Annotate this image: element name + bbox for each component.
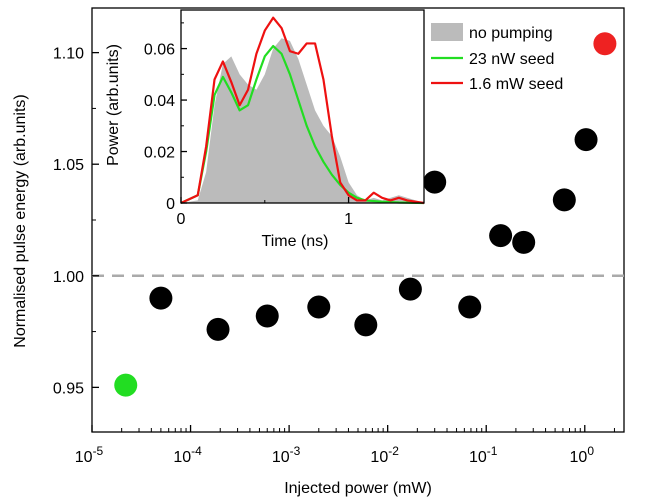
inset-x-axis-label: Time (ns)	[262, 233, 329, 250]
main-y-ticks: 0.95 1.00 1.05 1.10	[53, 46, 99, 397]
data-point	[593, 32, 617, 56]
main-x-tick-label: 10-5	[75, 444, 104, 466]
data-point	[512, 230, 536, 254]
series-line	[180, 44, 425, 205]
inset-plot-frame	[180, 9, 425, 204]
inset-line-series	[180, 16, 425, 205]
main-x-tick-label: 10-3	[272, 444, 301, 466]
main-x-tick-label: 10-2	[370, 444, 399, 466]
main-y-tick-label: 1.10	[53, 46, 84, 63]
inset-area-series	[181, 38, 424, 203]
main-y-axis-label: Normalised pulse energy (arb.units)	[12, 94, 29, 347]
data-point	[574, 128, 598, 152]
main-data-points	[114, 32, 617, 397]
inset-y-axis-label: Power (arb.units)	[105, 44, 122, 166]
data-point	[489, 224, 513, 248]
data-point	[206, 317, 230, 341]
main-plot: 10-5 10-4 10-3 10-2 10-1 100 0.951.001.051.10…	[12, 7, 625, 497]
inset-y-tick-label: 0.04	[144, 93, 175, 110]
main-y-tick-label: 1.05	[53, 157, 84, 174]
main-x-tick-label: 10-4	[173, 444, 202, 466]
inset-x-tick-label: 0	[177, 211, 186, 228]
inset-y-tick-label: 0.06	[144, 42, 175, 59]
legend-label: 23 nW seed	[469, 51, 554, 68]
inset-y-ticks: 0 0.02 0.04 0.06	[144, 22, 187, 213]
legend-label: no pumping	[469, 25, 553, 42]
data-point	[552, 188, 576, 212]
inset-legend: no pumping 23 nW seed 1.6 mW seed	[431, 23, 563, 93]
series-area-no-pumping	[181, 38, 424, 203]
data-point	[354, 313, 378, 337]
legend-swatch-no-pumping	[431, 23, 463, 41]
data-point	[423, 170, 447, 194]
data-point	[307, 295, 331, 319]
inset-y-tick-label: 0.02	[144, 145, 175, 162]
main-y-tick-label: 1.00	[53, 269, 84, 286]
data-point	[398, 277, 422, 301]
main-y-tick-label: 0.95	[53, 380, 84, 397]
inset-y-tick-label: 0	[166, 196, 175, 213]
series-line	[180, 16, 425, 205]
data-point	[149, 286, 173, 310]
main-x-tick-label: 100	[570, 444, 595, 466]
legend-label: 1.6 mW seed	[469, 76, 563, 93]
main-x-ticks: 10-5 10-4 10-3 10-2 10-1 100	[75, 425, 615, 466]
main-x-axis-label: Injected power (mW)	[284, 480, 432, 497]
data-point	[458, 295, 482, 319]
data-point	[255, 304, 279, 328]
inset-x-tick-label: 1	[344, 211, 353, 228]
data-point	[114, 373, 138, 397]
main-x-tick-label: 10-1	[469, 444, 498, 466]
